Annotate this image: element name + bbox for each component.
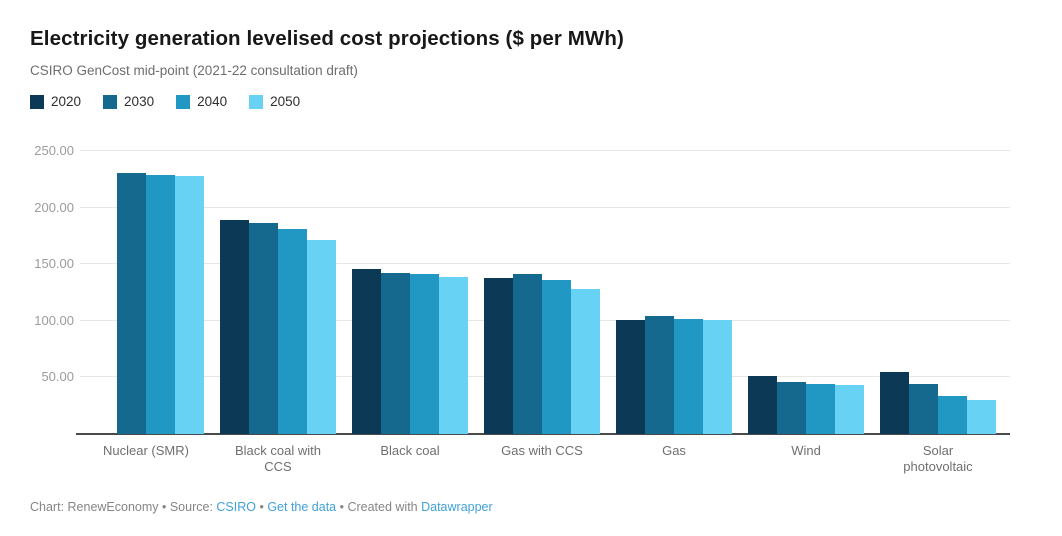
x-axis-label: Solar photovoltaic [903,443,973,474]
bar-gas-with-ccs-2050 [571,289,600,434]
bar-gas-with-ccs-2040 [542,280,571,434]
bar-wind-2020 [748,376,777,434]
bar-nuclear-smr--2050 [175,175,204,434]
legend-label: 2050 [270,94,301,109]
legend-swatch-2020 [30,94,44,109]
bar-gas-with-ccs-2030 [513,274,542,434]
footer-link[interactable]: Get the data [267,500,337,514]
bar-black-coal-with-ccs-2040 [278,229,307,434]
attribution-line: Chart: RenewEconomy • Source: CSIRO • Ge… [30,499,1032,515]
gridline-150 [80,263,1010,265]
bar-black-coal-2030 [381,273,410,434]
legend-item-2040: 2040 [176,94,227,109]
x-axis-label: Gas [662,443,686,458]
bar-black-coal-with-ccs-2020 [220,220,249,434]
bar-black-coal-2020 [352,268,381,434]
legend-label: 2020 [51,94,82,109]
legend-item-2020: 2020 [30,94,81,109]
plot-area: 250.00 200.00 150.00 100.00 50.00 [34,144,1010,435]
legend-item-2030: 2030 [103,94,154,109]
footer-link[interactable]: CSIRO [216,500,256,514]
y-axis-tick-label: 250.00 [34,143,74,158]
x-axis-labels: Nuclear (SMR) Black coal with CCS Black co… [80,434,1010,478]
bar-black-coal-2040 [410,274,439,434]
y-axis-tick-label: 50.00 [41,369,74,385]
chart-title: Electricity generation levelised cost pr… [30,27,624,50]
x-axis-label: Wind [791,443,821,458]
chart-area: 250.00 200.00 150.00 100.00 50.00 Nuclear (S… [30,144,1032,478]
x-axis-label: Nuclear (SMR) [103,443,189,458]
bar-solar-photovoltaic-2040 [938,395,967,434]
bar-wind-2050 [835,385,864,434]
legend-swatch-2040 [176,94,191,109]
bar-wind-2040 [806,384,835,434]
footer-text: • [256,500,268,514]
bar-solar-photovoltaic-2020 [880,371,909,434]
legend: 2020 2030 2040 2050 [30,93,1032,110]
bar-black-coal-with-ccs-2050 [307,240,336,434]
y-axis-tick-label: 100.00 [34,312,74,328]
y-axis-tick-label: 200.00 [34,199,74,215]
bar-wind-2030 [777,381,806,434]
footer-text: Chart: RenewEconomy • Source: [30,500,217,514]
legend-swatch-2030 [103,94,118,109]
x-axis-label: Gas with CCS [501,443,583,458]
y-axis-tick-label: 150.00 [34,256,74,272]
bar-nuclear-smr--2030 [117,172,146,434]
bar-gas-2040 [674,318,703,434]
bar-solar-photovoltaic-2030 [909,384,938,434]
bar-solar-photovoltaic-2050 [967,400,996,434]
legend-item-2050: 2050 [249,94,300,109]
x-axis-label: Black coal with CCS [235,443,321,474]
bar-gas-2050 [703,319,732,434]
bar-nuclear-smr--2040 [146,174,175,434]
footer-link[interactable]: Datawrapper [421,500,493,514]
chart-subtitle: CSIRO GenCost mid-point (2021-22 consult… [30,63,358,78]
x-axis-label: Black coal [380,443,440,458]
gridline-200 [80,206,1010,208]
legend-label: 2040 [197,94,228,109]
x-axis-baseline [76,433,1010,435]
bar-black-coal-2050 [439,276,468,434]
bar-gas-with-ccs-2020 [484,277,513,434]
bar-gas-2030 [645,316,674,434]
bar-black-coal-with-ccs-2030 [249,223,278,434]
legend-swatch-2050 [249,94,264,109]
footer-text: • Created with [336,500,422,514]
gridline-250 [80,150,1010,151]
bar-gas-2020 [616,319,645,434]
legend-label: 2030 [124,94,155,109]
